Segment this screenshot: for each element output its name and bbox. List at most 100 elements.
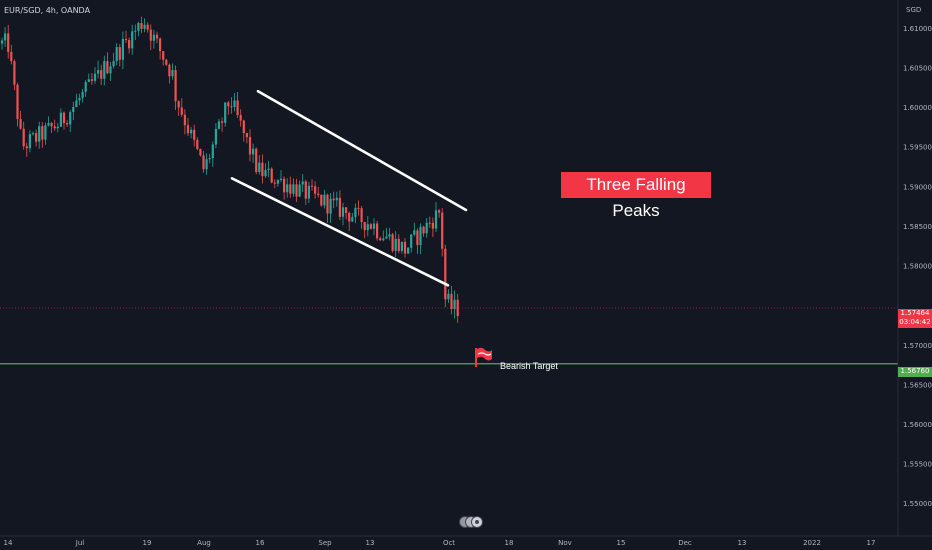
candle-body	[382, 238, 385, 241]
candle-body	[4, 33, 7, 41]
candle-body	[428, 222, 431, 224]
candle-body	[174, 70, 177, 102]
x-tick-label: 13	[366, 539, 375, 547]
chart-overlays	[0, 89, 898, 365]
three-falling-peaks-callout[interactable]: Three Falling Peaks	[561, 172, 711, 220]
candle-body	[379, 238, 382, 241]
x-tick-label: 18	[505, 539, 514, 547]
candle-body	[56, 126, 59, 129]
candle-body	[0, 40, 4, 44]
candle-body	[190, 129, 193, 134]
x-tick-label: Oct	[443, 539, 455, 547]
y-tick-label: 1.61000	[903, 25, 932, 33]
candle-body	[369, 224, 372, 229]
candle-body	[304, 181, 307, 199]
candle-body	[93, 73, 97, 81]
x-tick-label: 2022	[803, 539, 821, 547]
candle-body	[35, 133, 38, 142]
playback-icons[interactable]	[458, 515, 486, 529]
price-axis: 1.61000 1.60500 1.60000 1.59500 1.59000 1.585…	[897, 0, 932, 536]
candle-body	[255, 148, 258, 172]
candle-body	[351, 217, 354, 222]
candle-body	[372, 223, 376, 229]
currency-label: SGD	[906, 6, 922, 14]
candle-body	[205, 159, 208, 170]
candle-body	[289, 184, 292, 194]
candle-body	[345, 207, 348, 213]
candle-body	[214, 128, 217, 145]
time-axis: 14 Jul 19 Aug 16 Sep 13 Oct 18 Nov 15 Dec 13 2022 17	[0, 535, 932, 547]
candle-body	[162, 51, 165, 60]
candle-body	[270, 168, 273, 183]
candle-body	[10, 51, 13, 62]
candle-body	[385, 236, 388, 239]
candle-body	[267, 168, 270, 170]
candle-body	[81, 91, 84, 98]
candle-body	[25, 146, 28, 149]
candle-body	[7, 33, 10, 52]
y-tick-label: 1.56500	[903, 381, 932, 389]
y-tick-label: 1.60000	[903, 104, 932, 112]
flag-icon	[475, 347, 492, 367]
candle-body	[118, 47, 121, 60]
candle-body	[341, 207, 345, 217]
candle-body	[264, 169, 267, 177]
candle-body	[258, 162, 261, 172]
target-price-tag: 1.56760	[898, 367, 932, 377]
candle-body	[391, 234, 394, 251]
candle-body	[366, 224, 369, 231]
candle-body	[407, 247, 410, 254]
candle-body	[152, 34, 155, 41]
candle-body	[416, 230, 419, 246]
candle-body	[186, 125, 190, 134]
y-tick-label: 1.56000	[903, 421, 932, 429]
candle-body	[224, 102, 227, 123]
candle-body	[155, 34, 159, 39]
candle-body	[19, 119, 22, 129]
candle-body	[444, 248, 447, 300]
candle-body	[183, 114, 186, 126]
candle-body	[193, 129, 196, 140]
y-tick-label: 1.58000	[903, 263, 932, 271]
candle-body	[317, 193, 320, 195]
candle-body	[283, 178, 286, 193]
candle-body	[410, 234, 413, 248]
y-tick-label: 1.59500	[903, 144, 932, 152]
candle-body	[44, 125, 47, 140]
candle-body	[28, 134, 31, 149]
candle-body	[146, 24, 149, 30]
candle-body	[348, 212, 351, 222]
candle-body	[456, 299, 459, 317]
candle-body	[128, 40, 131, 49]
candle-body	[332, 198, 335, 201]
candle-body	[196, 139, 199, 149]
candle-body	[360, 208, 363, 223]
candle-body	[323, 194, 326, 206]
channel-upper-line	[256, 89, 468, 212]
candle-body	[388, 234, 391, 237]
candle-body	[394, 238, 397, 251]
candle-body	[338, 197, 341, 217]
candle-body	[292, 184, 295, 194]
channel-lower-line	[230, 177, 450, 287]
candle-body	[450, 293, 453, 310]
candle-body	[53, 126, 56, 129]
candle-body	[295, 184, 298, 197]
y-tick-label: 1.57000	[903, 342, 932, 350]
candle-body	[438, 210, 441, 213]
candle-body	[66, 123, 69, 125]
x-tick-label: Dec	[678, 539, 692, 547]
candle-body	[47, 122, 50, 126]
x-tick-label: Nov	[558, 539, 572, 547]
y-tick-label: 1.59000	[903, 183, 932, 191]
candle-body	[422, 226, 425, 234]
candle-body	[221, 121, 224, 123]
candle-body	[314, 186, 317, 194]
candle-body	[41, 126, 44, 140]
candle-body	[248, 137, 252, 155]
candle-body	[376, 223, 379, 239]
candle-body	[106, 61, 109, 74]
y-tick-label: 1.55500	[903, 461, 932, 469]
candle-body	[100, 70, 103, 79]
